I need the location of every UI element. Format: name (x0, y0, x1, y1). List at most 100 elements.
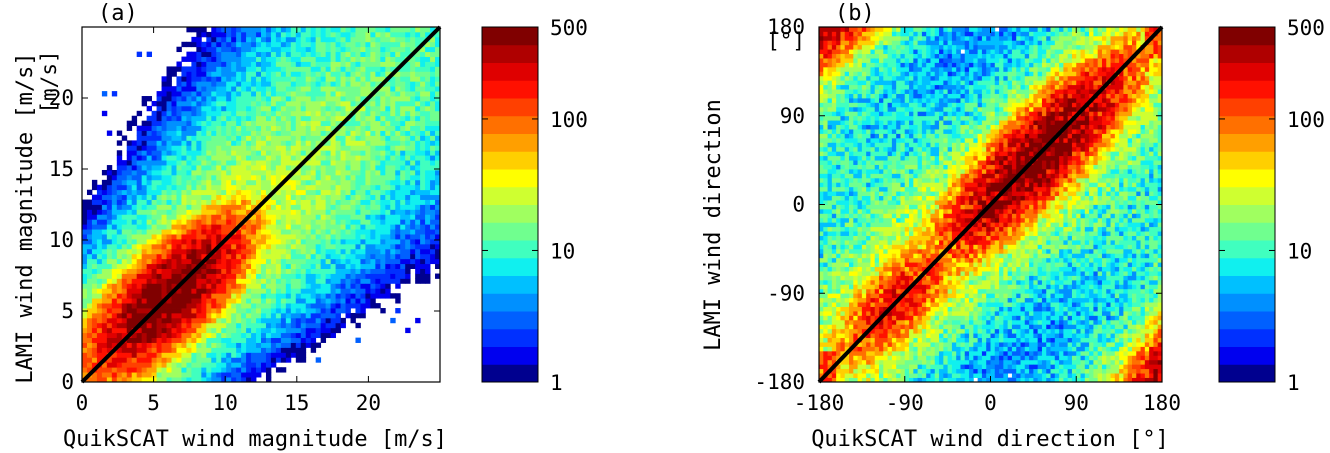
panel-a-heatmap-cell (181, 165, 187, 171)
panel-a-heatmap-cell (151, 239, 157, 245)
panel-a-heatmap-cell (390, 155, 396, 161)
panel-a-heatmap-cell (241, 308, 247, 314)
panel-a-heatmap-cell (290, 229, 297, 235)
panel-a-heatmap-cell (256, 76, 262, 82)
panel-a-heatmap-cell (405, 140, 411, 146)
panel-a-heatmap-cell (390, 184, 396, 191)
panel-a-heatmap-cell (86, 248, 93, 255)
panel-a-heatmap-cell (256, 160, 262, 166)
panel-a-heatmap-cell (141, 96, 148, 102)
panel-a-heatmap-cell (355, 229, 361, 235)
panel-b-heatmap-cell (831, 84, 837, 90)
panel-a-heatmap-cell (310, 81, 317, 87)
panel-a-heatmap-cell (226, 91, 232, 97)
panel-a-heatmap-cell (330, 317, 336, 324)
panel-a-heatmap-cell (241, 253, 247, 260)
panel-a-heatmap-cell (121, 357, 128, 363)
panel-a-heatmap-cell (136, 209, 143, 215)
panel-a-heatmap-cell (285, 96, 292, 102)
panel-a-heatmap-cell (415, 145, 421, 151)
panel-a-heatmap-cell (395, 268, 401, 274)
panel-a-heatmap-cell (290, 332, 297, 339)
panel-b-heatmap-cell (840, 377, 846, 383)
panel-a-heatmap-cell (430, 214, 436, 220)
panel-a-heatmap-cell (196, 174, 202, 181)
panel-a-heatmap-cell (420, 100, 426, 107)
panel-a-heatmap-cell (246, 337, 252, 343)
panel-a-heatmap-cell (290, 56, 297, 62)
panel-a-heatmap-cell (116, 288, 123, 294)
panel-a-heatmap-cell (400, 100, 406, 107)
panel-a-heatmap-cell (236, 278, 242, 284)
panel-a-heatmap-cell (355, 174, 361, 181)
panel-a-heatmap-cell (196, 308, 202, 314)
panel-a-heatmap-cell (420, 273, 426, 279)
panel-a-heatmap-cell (186, 91, 192, 97)
panel-a-heatmap-cell (111, 337, 118, 343)
panel-a-heatmap-cell (171, 120, 177, 127)
panel-b-heatmap-cell (819, 248, 824, 254)
panel-b-heatmap-cell (844, 346, 850, 352)
panel-a-heatmap-cell (166, 81, 172, 87)
panel-a-heatmap-cell (126, 179, 133, 186)
panel-a-heatmap-cell (176, 145, 182, 151)
panel-a-heatmap-cell (285, 209, 292, 215)
panel-a-heatmap-cell (151, 184, 157, 191)
panel-a-heatmap-cell (310, 100, 317, 107)
panel-a-heatmap-cell (181, 288, 187, 294)
panel-a-heatmap-cell (101, 332, 108, 339)
panel-a-heatmap-cell (290, 110, 297, 117)
panel-a-heatmap-cell (246, 105, 252, 112)
panel-a-heatmap-cell (385, 179, 391, 186)
panel-a-heatmap-cell (206, 337, 212, 343)
panel-a-heatmap-cell (295, 283, 302, 289)
panel-a-heatmap-cell (136, 155, 143, 161)
panel-a-heatmap-cell (116, 243, 123, 250)
panel-a-heatmap-cell (425, 61, 431, 67)
panel-a-heatmap-cell (390, 66, 396, 72)
panel-a-heatmap-cell (325, 283, 332, 289)
panel-a-heatmap-cell (196, 125, 202, 131)
panel-a-heatmap-cell (405, 234, 411, 240)
panel-a-heatmap-cell (131, 342, 138, 348)
panel-b-heatmap-cell (844, 333, 850, 339)
panel-a-heatmap-cell (261, 27, 267, 33)
panel-a-heatmap-cell (216, 357, 222, 363)
panel-a-heatmap-cell (196, 317, 202, 324)
panel-a-heatmap-cell (101, 224, 108, 230)
panel-a-heatmap-cell (111, 342, 118, 348)
panel-a-heatmap-cell (141, 234, 148, 240)
panel-a-heatmap-cell (216, 293, 222, 299)
panel-b-heatmap-cell (819, 124, 824, 130)
panel-a-heatmap-cell (315, 327, 322, 334)
panel-a-heatmap-cell (151, 332, 157, 339)
panel-b-heatmap-cell (849, 297, 854, 303)
panel-a-heatmap-cell (256, 219, 262, 225)
panel-a-heatmap-cell (196, 362, 202, 368)
panel-a-heatmap-cell (270, 169, 277, 176)
panel-a-heatmap-cell (295, 140, 302, 146)
panel-a-heatmap-cell (285, 81, 292, 87)
panel-a-heatmap-cell (345, 248, 351, 255)
panel-a-heatmap-cell (166, 174, 172, 181)
panel-a-heatmap-cell (116, 150, 123, 156)
panel-a-heatmap-cell (131, 303, 138, 309)
panel-a-heatmap-cell (270, 209, 277, 215)
panel-a-heatmap-cell (305, 322, 312, 329)
panel-a-heatmap-cell (261, 337, 267, 343)
panel-a-heatmap-cell (141, 179, 148, 186)
panel-a-heatmap-cell (236, 179, 242, 186)
panel-b-heatmap-cell (849, 200, 854, 205)
panel-a-heatmap-cell (101, 362, 108, 368)
panel-a-heatmap-cell (111, 278, 118, 284)
panel-a-heatmap-cell (256, 71, 262, 77)
panel-a-heatmap-cell (295, 308, 302, 314)
panel-a-heatmap-cell (206, 105, 212, 112)
panel-a-heatmap-cell (196, 322, 202, 329)
panel-a-heatmap-cell (430, 125, 436, 131)
panel-a-heatmap-cell (131, 337, 138, 343)
panel-a-heatmap-cell (265, 135, 272, 141)
panel-b-heatmap-cell (819, 231, 824, 236)
panel-a-heatmap-cell (231, 194, 237, 200)
panel-b-heatmap-cell (823, 84, 828, 90)
